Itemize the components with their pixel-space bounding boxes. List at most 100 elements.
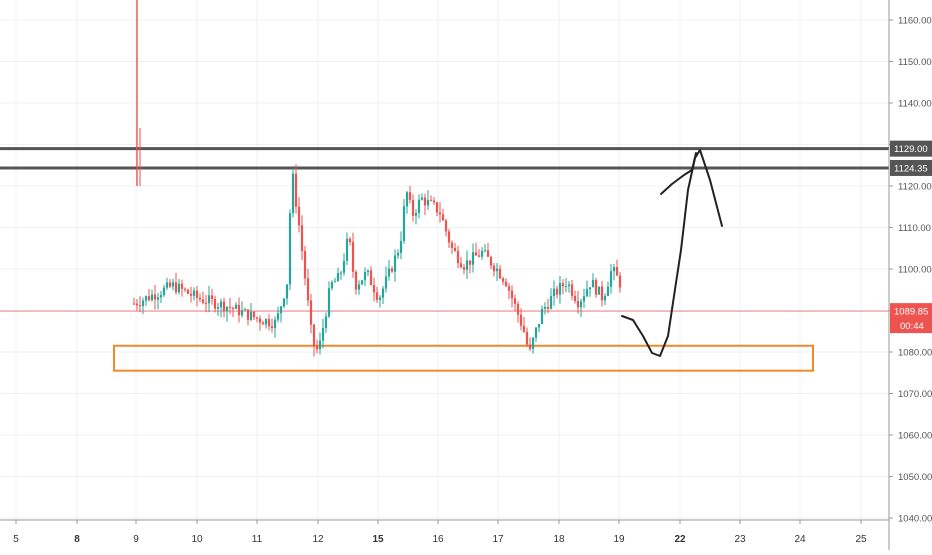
projection-arrow-layer <box>621 149 723 357</box>
candle-body <box>330 282 334 289</box>
candle-body <box>453 247 457 251</box>
price-axis-tick-label: 1120.00 <box>898 182 932 193</box>
candle-body <box>474 252 478 256</box>
candle-body <box>228 306 232 308</box>
candle-body <box>549 296 553 309</box>
candle-body <box>312 324 316 347</box>
candle-body <box>162 287 166 296</box>
candle-body <box>591 279 595 288</box>
time-axis[interactable]: 5 8 9 10 11 12 15 16 17 18 19 22 23 24 25 <box>0 519 889 545</box>
candle-body <box>201 299 205 303</box>
candle-body <box>555 288 559 295</box>
candle-body <box>612 266 616 272</box>
support-zone-rect[interactable] <box>113 344 814 372</box>
candle-body <box>405 192 409 207</box>
candle-body <box>264 319 268 325</box>
candle-body <box>174 282 178 293</box>
candle-body <box>132 303 136 305</box>
candle-body <box>447 231 451 243</box>
time-axis-tick-label: 24 <box>794 534 806 545</box>
time-axis-tick-label: 8 <box>74 534 80 545</box>
candle-body <box>396 252 400 256</box>
candle-body <box>243 309 247 311</box>
candle-body <box>318 340 322 350</box>
candle-body <box>258 318 262 323</box>
candle-body <box>432 200 436 203</box>
candle-body <box>585 289 589 297</box>
candle-body <box>465 260 469 270</box>
projection-arrow-head[interactable] <box>660 152 697 195</box>
candle-body <box>297 206 301 226</box>
candle-body <box>141 300 145 307</box>
projection-arrow-path[interactable] <box>621 149 723 357</box>
candle-body <box>171 282 175 287</box>
price-axis-tick-label: 1100.00 <box>898 265 932 276</box>
candle-body <box>450 242 454 248</box>
candle-body <box>135 303 139 306</box>
candle-body <box>138 305 142 307</box>
candle-body <box>543 306 547 309</box>
price-axis[interactable]: 1040.001050.001060.001070.001080.001090.… <box>888 0 932 550</box>
candle-body <box>282 298 286 307</box>
price-axis-tick-label: 1070.00 <box>898 389 932 400</box>
candle-body <box>567 284 571 287</box>
current-price-label-bg <box>890 303 932 334</box>
candle-body <box>285 284 289 299</box>
candle-body <box>558 283 562 295</box>
time-axis-tick-label: 19 <box>613 534 625 545</box>
candle-body <box>552 288 556 297</box>
candle-body <box>198 297 202 300</box>
candle-body <box>351 241 355 272</box>
candle-body <box>537 323 541 328</box>
candle-body <box>534 327 538 338</box>
candle-body <box>513 298 517 304</box>
support-zone-layer <box>113 344 814 372</box>
candle-body <box>435 202 439 213</box>
candle-body <box>234 304 238 309</box>
time-axis-tick-label: 9 <box>133 534 139 545</box>
candle-body <box>216 307 220 309</box>
candle-body <box>204 302 208 304</box>
price-axis-tick-label: 1150.00 <box>898 57 932 68</box>
candle-body <box>498 268 502 279</box>
candle-body <box>168 282 172 287</box>
candle-body <box>147 296 151 301</box>
candle-body <box>477 255 481 257</box>
candle-body <box>354 271 358 290</box>
candle-body <box>360 280 364 285</box>
level-price-label: 1129.00 <box>894 144 928 155</box>
candle-body <box>492 265 496 272</box>
candle-body <box>495 268 499 272</box>
candle-body <box>519 314 523 326</box>
level-price-label-bg <box>890 159 932 176</box>
candle-body <box>606 286 610 296</box>
candle-body <box>516 303 520 315</box>
time-axis-tick-label: 16 <box>432 534 444 545</box>
candle-body <box>372 285 376 293</box>
candle-body <box>441 214 445 221</box>
time-axis-tick-label: 23 <box>734 534 746 545</box>
candle-body <box>231 307 235 309</box>
candle-body <box>345 238 349 261</box>
candle-body <box>306 278 310 301</box>
candle-body <box>546 306 550 309</box>
candle-body <box>189 293 193 296</box>
candle-body <box>462 267 466 270</box>
candle-body <box>279 306 283 314</box>
candle-body <box>294 173 298 207</box>
candle-body <box>438 212 442 215</box>
price-axis-tick-label: 1160.00 <box>898 16 932 27</box>
candle-body <box>156 297 160 300</box>
candle-body <box>237 304 241 316</box>
candle-body <box>522 325 526 332</box>
candle-body <box>471 252 475 265</box>
candle-body <box>486 250 490 257</box>
candle-body <box>387 268 391 277</box>
candle-body <box>561 283 565 287</box>
candle-body <box>573 295 577 302</box>
candle-body <box>426 199 430 206</box>
candle-body <box>324 316 328 329</box>
time-axis-tick-label: 10 <box>191 534 203 545</box>
